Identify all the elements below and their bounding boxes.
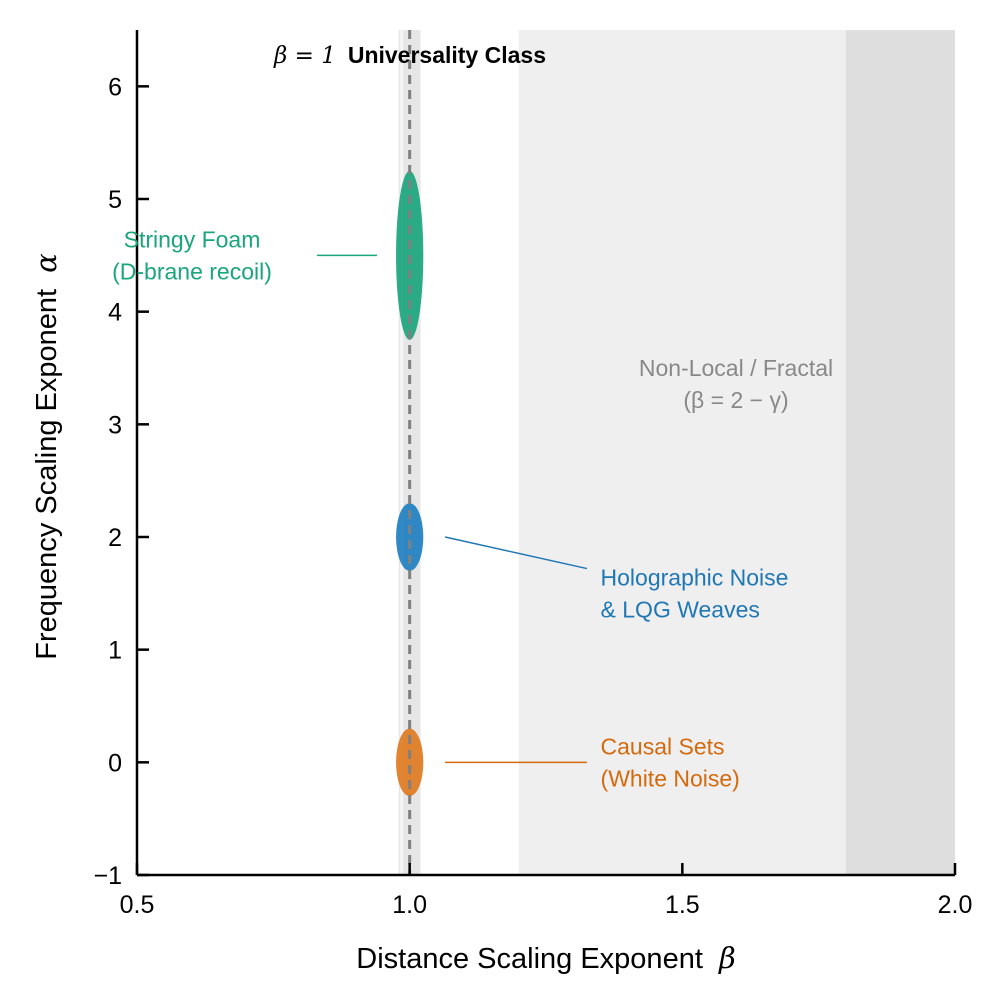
point-label-2-line2: (White Noise) [601, 765, 740, 791]
connectors-layer [316, 254, 588, 764]
y-tick-label: 0 [108, 749, 122, 777]
point-label-1-line2: & LQG Weaves [601, 596, 760, 622]
point-holographic-noise [396, 503, 424, 571]
y-tick-label: 3 [108, 411, 122, 439]
region-label-line1: Non-Local / Fractal [639, 355, 833, 381]
y-tick-label: −1 [93, 862, 122, 890]
chart-title: β = 1 Universality Class [273, 42, 546, 69]
region-1 [845, 30, 955, 875]
point-label-1-line1: Holographic Noise [601, 564, 789, 590]
region-label-line2: (β = 2 − γ) [683, 387, 788, 413]
point-label-0-line1: Stringy Foam [124, 226, 261, 252]
y-tick-label: 6 [108, 73, 122, 101]
point-label-2-line1: Causal Sets [601, 733, 725, 759]
x-axis-label-text: Distance Scaling Exponent [356, 943, 703, 975]
point-causal-sets [396, 728, 424, 797]
y-axis-label: Frequency Scaling Exponent α [29, 253, 63, 659]
x-axis-label: Distance Scaling Exponent β [356, 941, 735, 975]
x-axis-label-symbol: β [718, 941, 736, 975]
chart-title-text: Universality Class [348, 42, 546, 68]
x-tick-label: 0.5 [120, 891, 155, 919]
point-label-0-line2: (D-brane recoil) [112, 258, 272, 284]
y-axis-label-text: Frequency Scaling Exponent [31, 289, 63, 660]
point-labels-layer: Stringy Foam (D-brane recoil) Holographic … [112, 226, 788, 791]
x-tick-label: 2.0 [938, 891, 973, 919]
y-tick-label: 5 [108, 186, 122, 214]
axes-layer: 0.5 1.0 1.5 2.0 −1 0 1 2 3 4 5 6 [93, 30, 972, 919]
x-tick-label: 1.0 [392, 891, 427, 919]
x-tick-label: 1.5 [665, 891, 700, 919]
chart-title-math: β = 1 [273, 43, 336, 69]
points-layer [396, 30, 424, 875]
y-tick-label: 2 [108, 524, 122, 552]
regions-layer [518, 30, 955, 875]
y-axis-label-symbol: α [29, 253, 63, 273]
y-tick-label: 1 [108, 637, 122, 665]
connector-1 [444, 536, 588, 570]
y-tick-label: 4 [108, 299, 122, 327]
